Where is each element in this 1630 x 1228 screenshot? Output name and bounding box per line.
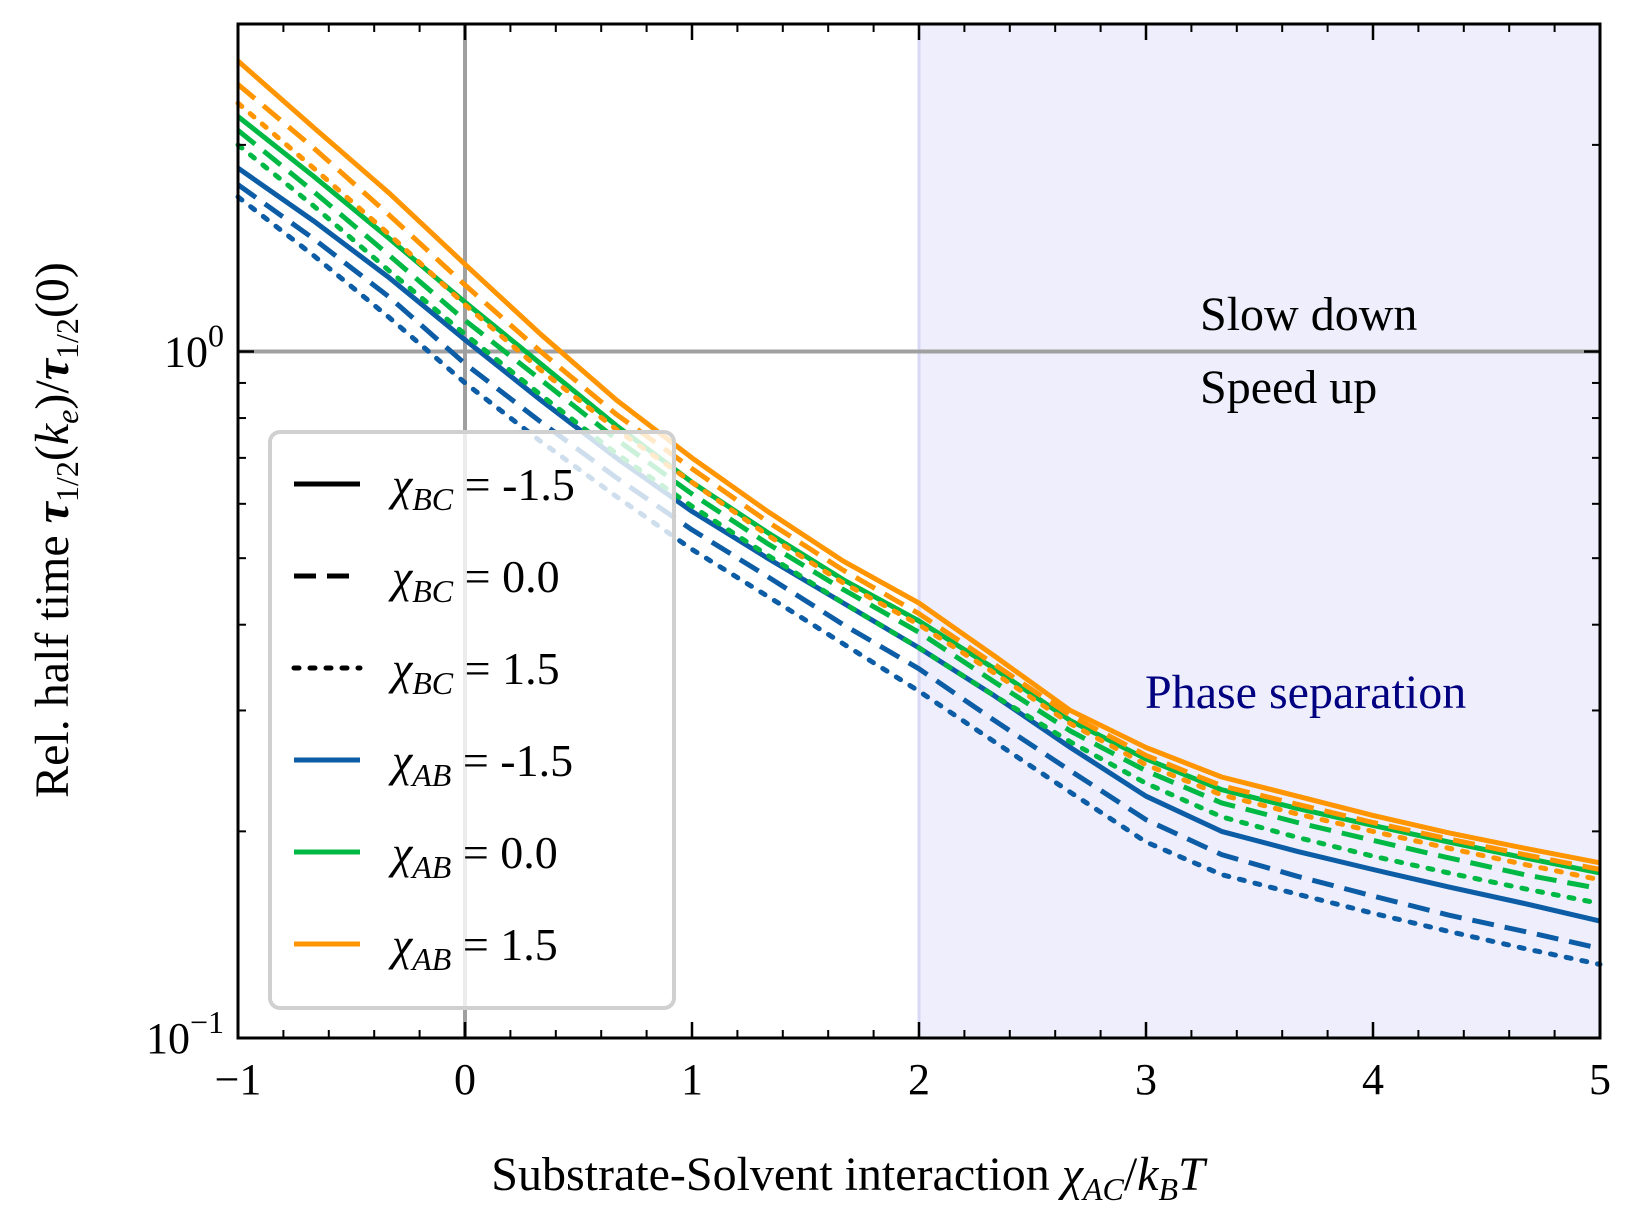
phase-separation-shade: [919, 24, 1600, 1038]
legend-box: [268, 430, 676, 1010]
annotations: Slow down Speed up Phase separation: [1145, 288, 1466, 719]
series-line-ab1.5-bc1.5: [235, 100, 1603, 883]
annotation-phase-separation: Phase separation: [1145, 666, 1466, 719]
x-tick-label: 2: [908, 1055, 930, 1104]
y-tick-label: 10−1: [146, 1004, 224, 1063]
y-axis-title-k: k: [26, 422, 79, 445]
series-line-ab1.5-bc-1.5: [236, 59, 1601, 866]
y-axis-title-tau: τ: [26, 500, 79, 523]
x-axis-title-slash: /: [1124, 1148, 1138, 1201]
y-axis-title-close: )/: [26, 380, 79, 410]
x-tick-label: 4: [1362, 1055, 1384, 1104]
x-tick-label: 0: [454, 1055, 476, 1104]
x-axis-title-k: k: [1137, 1148, 1160, 1201]
x-axis-title-t: T: [1178, 1148, 1208, 1201]
legend-label: χAB = 0.0: [388, 827, 558, 885]
x-axis-title-chi: χ: [1058, 1148, 1085, 1201]
x-axis-title-sub-ac: AC: [1081, 1171, 1125, 1207]
axis-ticks: −1 0 1 2 3 4 5 100 10−1: [146, 23, 1611, 1104]
x-tick-label: −1: [215, 1055, 262, 1104]
x-tick-label: 1: [681, 1055, 703, 1104]
y-axis-title-ke-sub: e: [49, 410, 85, 424]
annotation-slow-down: Slow down: [1200, 288, 1417, 341]
x-axis-title-prefix: Substrate-Solvent interaction: [491, 1148, 1062, 1201]
annotation-speed-up: Speed up: [1200, 361, 1377, 414]
y-axis-title-open: (: [26, 445, 79, 461]
legend-label: χBC = -1.5: [388, 459, 575, 517]
y-axis-title-tau2: τ: [26, 357, 79, 380]
x-axis-title: Substrate-Solvent interaction χAC/kBT: [491, 1148, 1208, 1207]
series-line-ab0.0-bc1.5: [235, 142, 1603, 906]
y-tick-label: 100: [164, 318, 224, 377]
legend-label: χBC = 1.5: [388, 643, 560, 701]
series-line-ab-1.5-bc1.5: [235, 194, 1603, 967]
y-axis-title-prefix: Rel. half time: [26, 523, 79, 798]
y-axis-title-sub2: 1/2: [49, 318, 85, 359]
legend-label: χAB = 1.5: [388, 919, 558, 977]
phase-separation-region: [917, 24, 1600, 1038]
y-axis-title-sub1: 1/2: [49, 461, 85, 502]
x-tick-label: 5: [1589, 1055, 1611, 1104]
x-tick-label: 3: [1135, 1055, 1157, 1104]
y-axis-title: Rel. half time τ1/2(ke)/τ1/2(0): [26, 262, 85, 798]
series-group: [235, 59, 1603, 967]
y-axis-title-end: (0): [26, 262, 79, 318]
legend-label: χBC = 0.0: [388, 551, 560, 609]
legend: χBC = -1.5 χBC = 0.0 χBC = 1.5 χAB = -1.5 χA…: [268, 430, 676, 1010]
series-line-ab0.0-bc-1.5: [236, 114, 1601, 876]
legend-label: χAB = -1.5: [388, 735, 573, 793]
x-axis-title-sub-b: B: [1158, 1171, 1178, 1207]
series-line-ab1.5-bc0.0: [236, 82, 1601, 872]
series-line-ab-1.5-bc0.0: [236, 182, 1601, 951]
